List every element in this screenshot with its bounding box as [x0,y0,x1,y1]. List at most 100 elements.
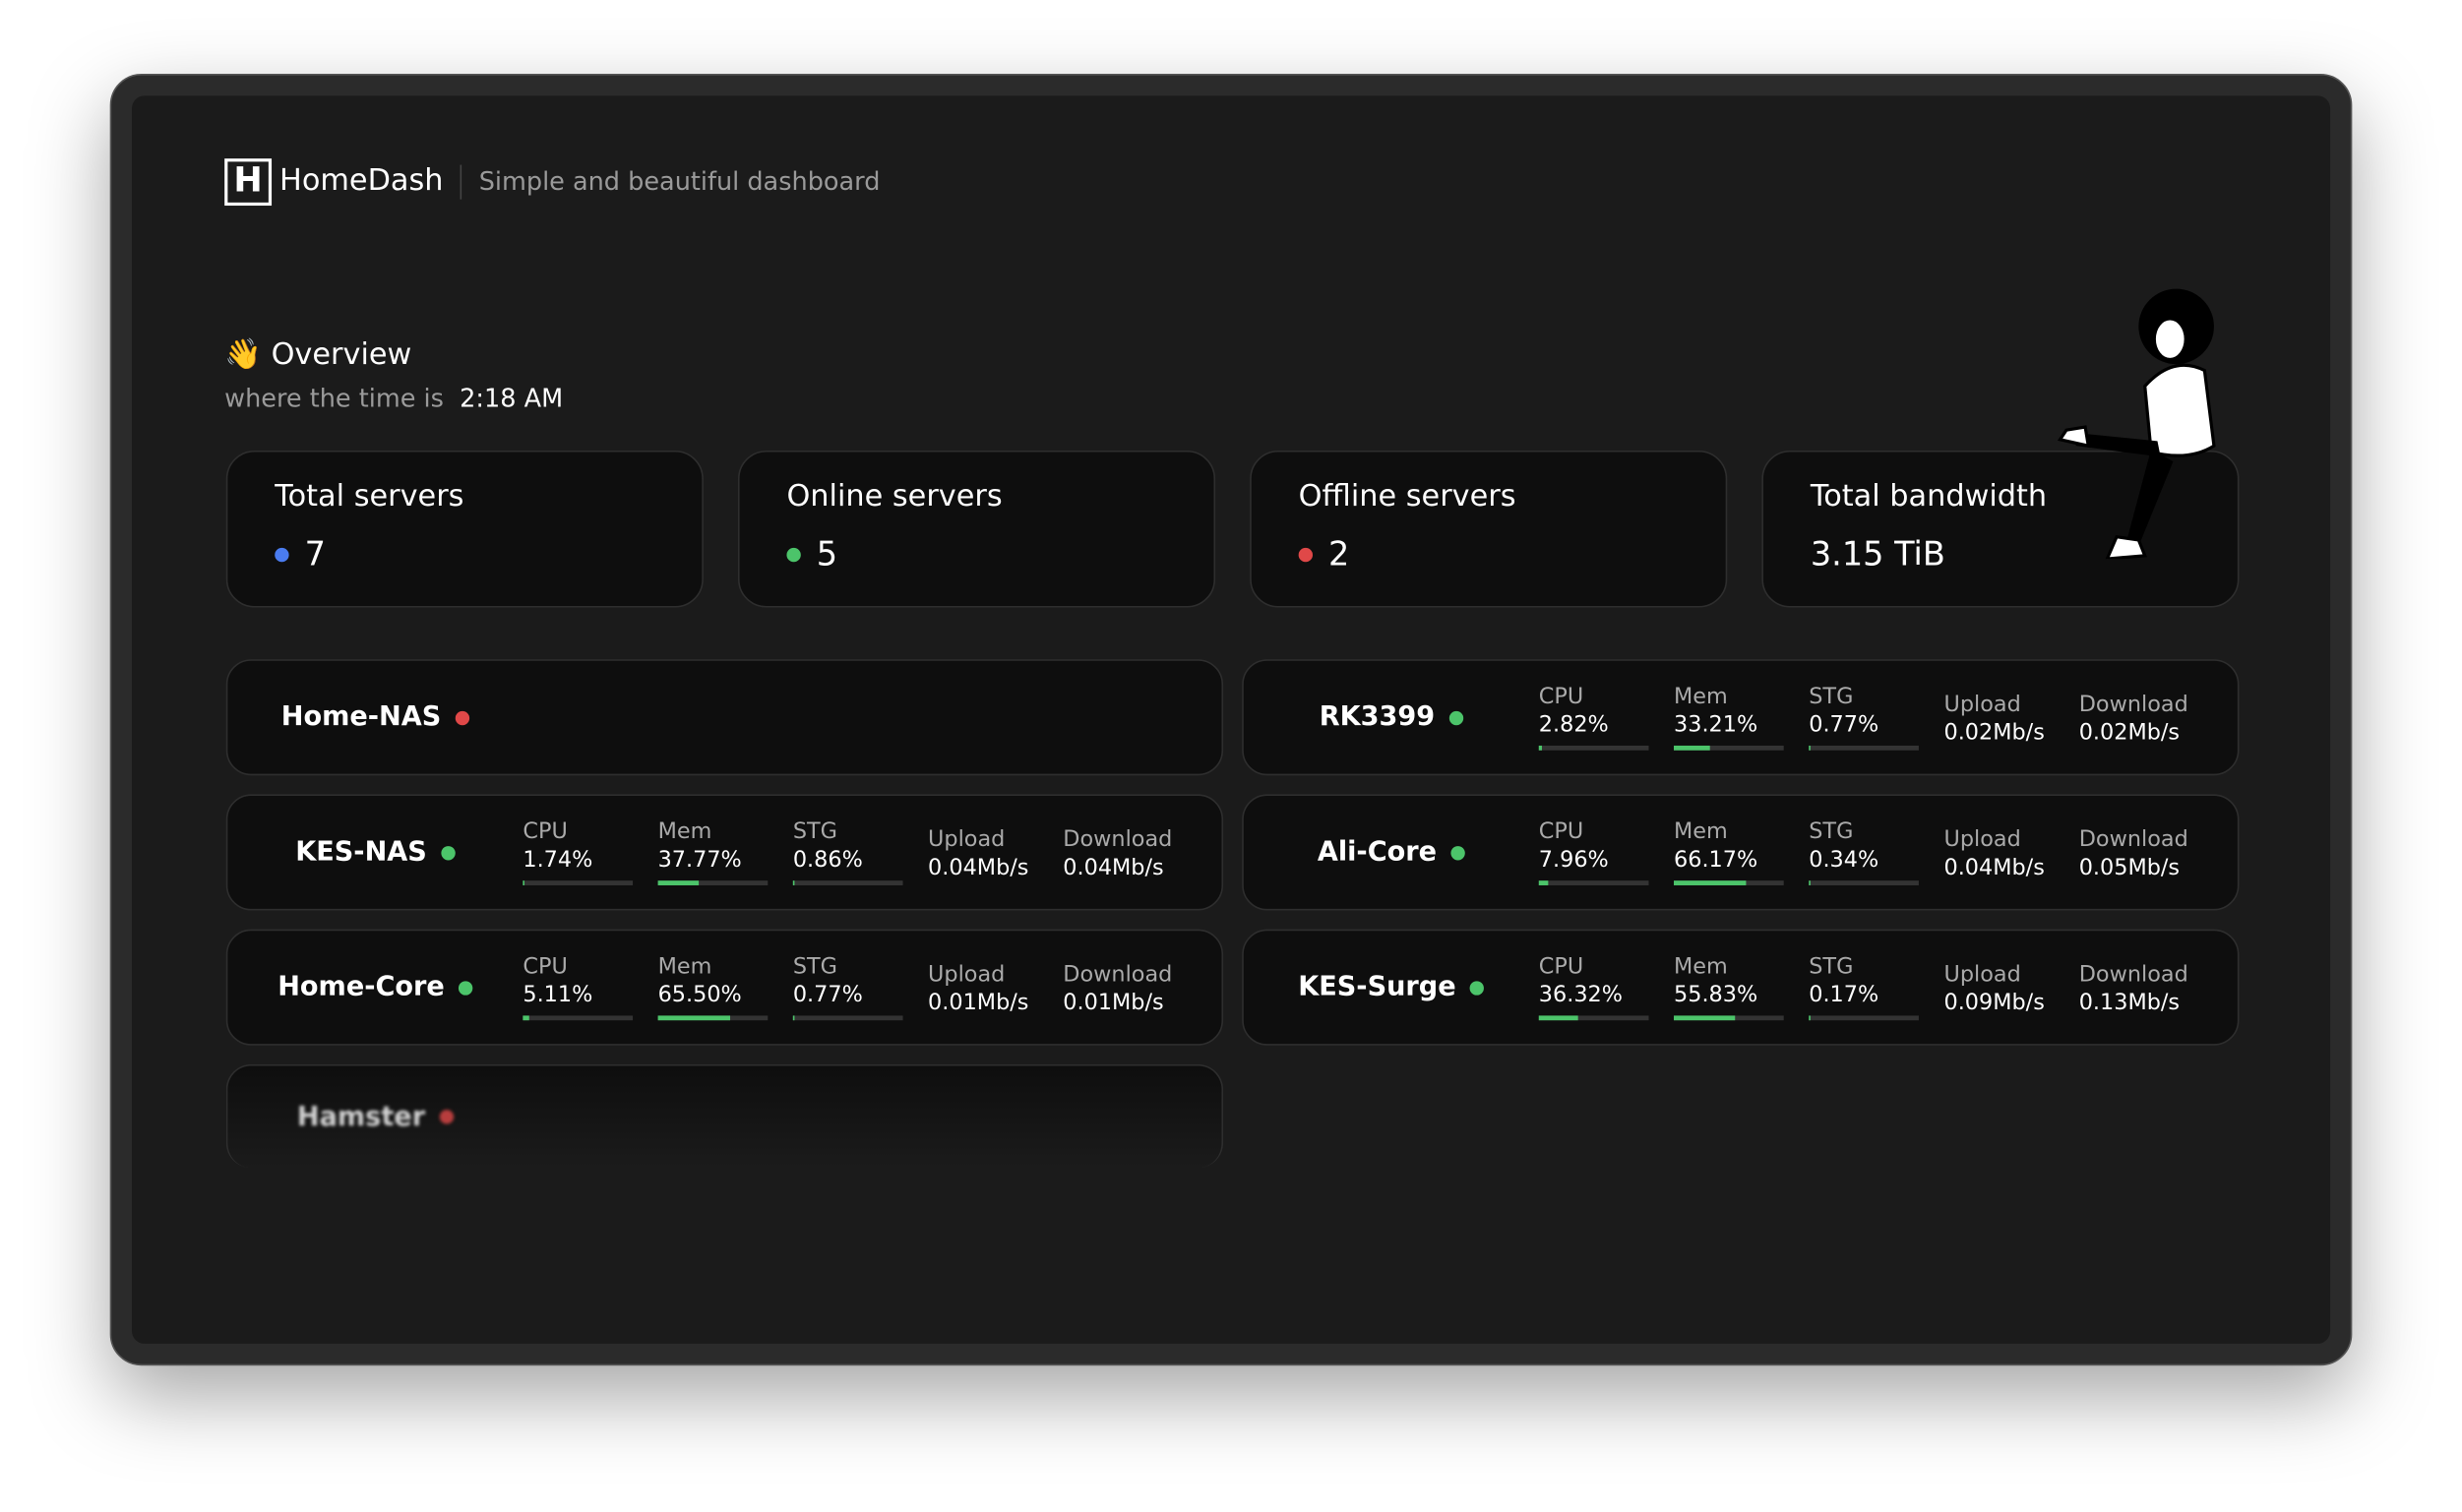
metric-value: 0.77% [1809,712,1943,738]
metric-label: Download [2079,693,2214,718]
server-name: Home-Core [277,972,445,1003]
status-dot [439,1110,453,1123]
overview-title: 👋 Overview [224,335,411,372]
metric-value: 65.50% [658,983,793,1008]
metric-label: Mem [1674,819,1809,845]
metric-label: Upload [928,827,1063,853]
server-name-block: KES-Surge [1244,972,1539,1003]
tagline: Simple and beautiful dashboard [479,166,881,196]
stat-value-row: 5 [786,535,1166,573]
stat-value: 7 [305,535,326,573]
metric-value: 0.17% [1809,983,1943,1008]
metric-label: Upload [1943,962,2078,988]
illustration [2048,276,2221,559]
metric-label: STG [1809,685,1943,710]
usage-bar [1674,880,1747,885]
metric-label: Download [1063,962,1198,988]
server-card: Home-NAS [226,659,1223,775]
metric-value: 33.21% [1674,712,1809,738]
server-name: KES-Surge [1298,972,1455,1003]
metric-label: Upload [928,962,1063,988]
server-name-block: Hamster [227,1101,523,1132]
stat-value-row: 7 [275,535,654,573]
usage-metric: Mem 55.83% [1674,954,1809,1020]
metric-label: Upload [1943,827,2078,853]
usage-bar [793,1015,794,1020]
metric-value: 0.04Mb/s [928,856,1063,881]
metric-value: 0.04Mb/s [1943,856,2078,881]
status-dot [1470,981,1484,995]
time-line: where the time is 2:18 AM [224,383,563,412]
usage-bar [1809,746,1810,751]
time: 2:18 AM [460,383,563,412]
usage-track [658,1015,769,1020]
usage-track [523,1015,633,1020]
metric-value: 0.05Mb/s [2079,856,2214,881]
server-name-block: RK3399 [1244,701,1539,733]
metric-value: 7.96% [1539,848,1674,874]
usage-track [658,880,769,885]
metric-value: 37.77% [658,848,793,874]
separator [461,165,462,200]
server-name: Ali-Core [1318,837,1437,869]
status-dot [1448,710,1462,724]
metric-value: 55.83% [1674,983,1809,1008]
metric-label: Download [1063,827,1198,853]
metric-value: 66.17% [1674,848,1809,874]
usage-track [793,880,903,885]
metric-label: CPU [1539,954,1674,980]
status-dot [441,845,455,859]
status-dot [459,981,472,995]
usage-track [1809,880,1919,885]
server-name-block: Home-Core [227,972,523,1003]
status-dot [1450,845,1464,859]
metric-label: CPU [523,954,657,980]
usage-track [1674,880,1784,885]
usage-metric: CPU 36.32% [1539,954,1674,1020]
metric-label: CPU [1539,685,1674,710]
metric-value: 5.11% [523,983,657,1008]
metric-label: STG [793,819,928,845]
server-name: RK3399 [1320,701,1435,733]
metric-label: Upload [1943,693,2078,718]
usage-track [1539,880,1649,885]
status-dot [456,710,469,724]
metric-value: 2.82% [1539,712,1674,738]
traffic-metric: Upload 0.09Mb/s [1943,962,2078,1015]
metric-value: 0.34% [1809,848,1943,874]
metric-label: STG [1809,819,1943,845]
usage-track [1674,746,1784,751]
server-name: Hamster [297,1101,425,1132]
usage-track [1674,1015,1784,1020]
stat-label: Total servers [275,479,654,514]
stat-label: Online servers [786,479,1166,514]
server-name: Home-NAS [281,701,442,733]
metric-value: 0.09Mb/s [1943,991,2078,1016]
usage-track [523,880,633,885]
metric-label: Mem [1674,954,1809,980]
status-dot [786,547,800,561]
metric-value: 0.02Mb/s [2079,720,2214,746]
metric-value: 36.32% [1539,983,1674,1008]
usage-track [1539,746,1649,751]
stat-value: 2 [1328,535,1349,573]
logo: H [224,158,272,206]
metric-label: Download [2079,962,2214,988]
